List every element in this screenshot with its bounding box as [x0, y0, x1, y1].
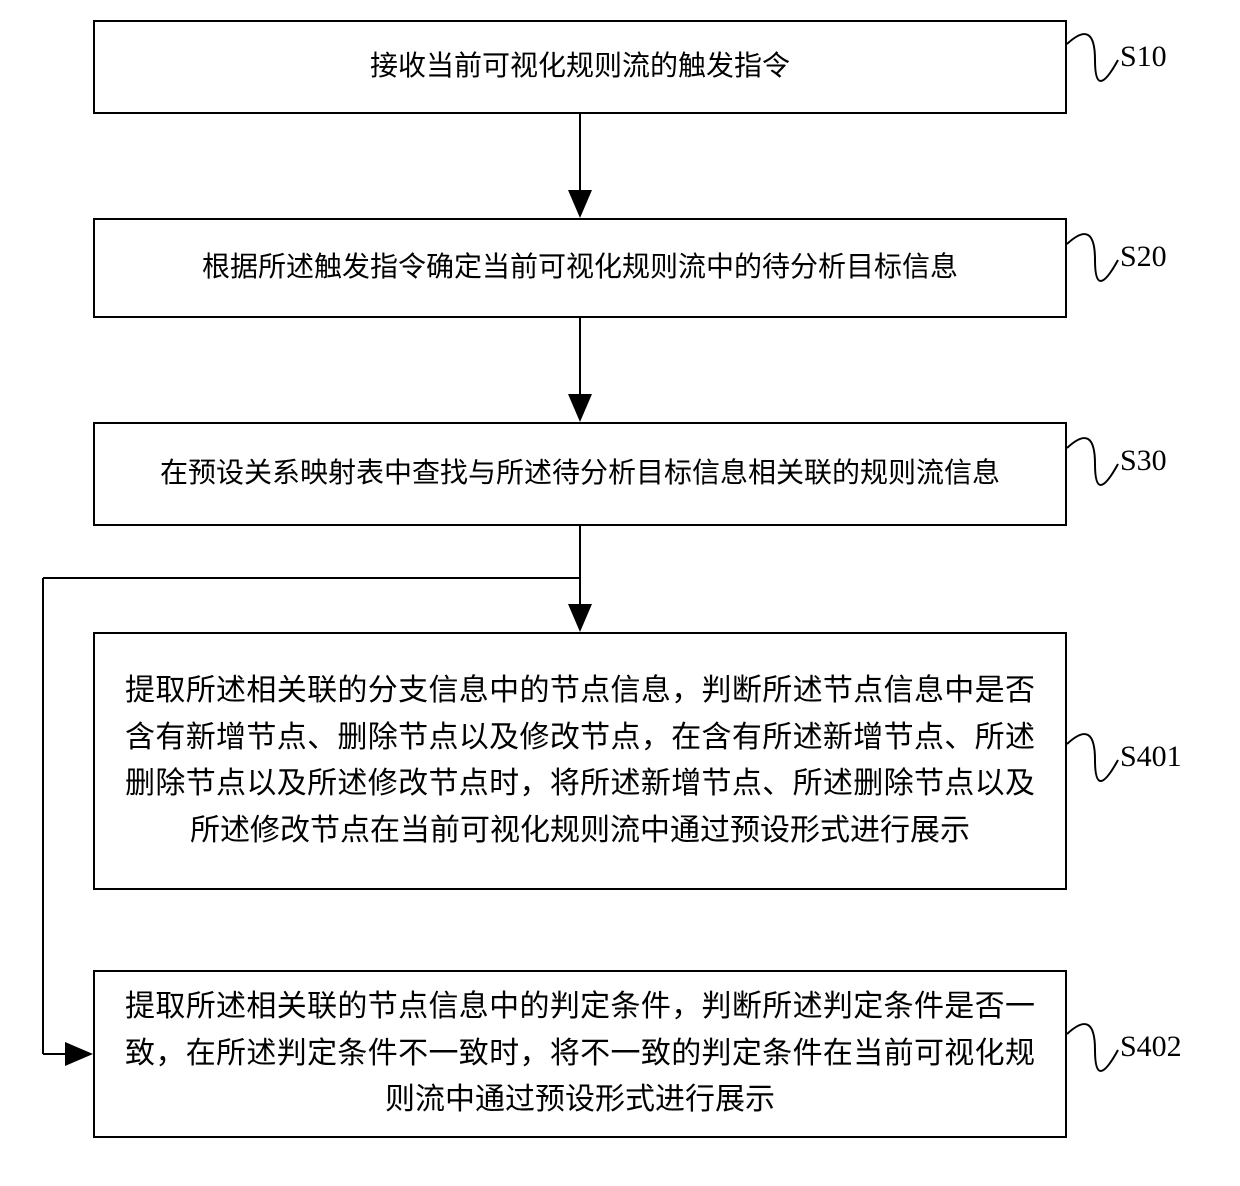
- flowchart-container: 接收当前可视化规则流的触发指令 S10 根据所述触发指令确定当前可视化规则流中的…: [0, 0, 1240, 1186]
- flow-node-s20-text: 根据所述触发指令确定当前可视化规则流中的待分析目标信息: [202, 246, 958, 289]
- flow-node-s401-text: 提取所述相关联的分支信息中的节点信息，判断所述节点信息中是否含有新增节点、删除节…: [125, 668, 1035, 854]
- flow-node-s10-text: 接收当前可视化规则流的触发指令: [370, 45, 790, 88]
- flow-label-s30: S30: [1120, 444, 1167, 478]
- flow-node-s30-text: 在预设关系映射表中查找与所述待分析目标信息相关联的规则流信息: [160, 452, 1000, 495]
- flow-node-s20: 根据所述触发指令确定当前可视化规则流中的待分析目标信息: [93, 218, 1067, 318]
- flow-label-s401: S401: [1120, 740, 1182, 774]
- flow-label-s402: S402: [1120, 1030, 1182, 1064]
- flow-label-s20: S20: [1120, 240, 1167, 274]
- flow-label-s10: S10: [1120, 40, 1167, 74]
- flow-node-s401: 提取所述相关联的分支信息中的节点信息，判断所述节点信息中是否含有新增节点、删除节…: [93, 632, 1067, 890]
- flow-node-s10: 接收当前可视化规则流的触发指令: [93, 20, 1067, 114]
- flow-node-s402-text: 提取所述相关联的节点信息中的判定条件，判断所述判定条件是否一致，在所述判定条件不…: [125, 984, 1035, 1124]
- flow-node-s30: 在预设关系映射表中查找与所述待分析目标信息相关联的规则流信息: [93, 422, 1067, 526]
- flow-node-s402: 提取所述相关联的节点信息中的判定条件，判断所述判定条件是否一致，在所述判定条件不…: [93, 970, 1067, 1138]
